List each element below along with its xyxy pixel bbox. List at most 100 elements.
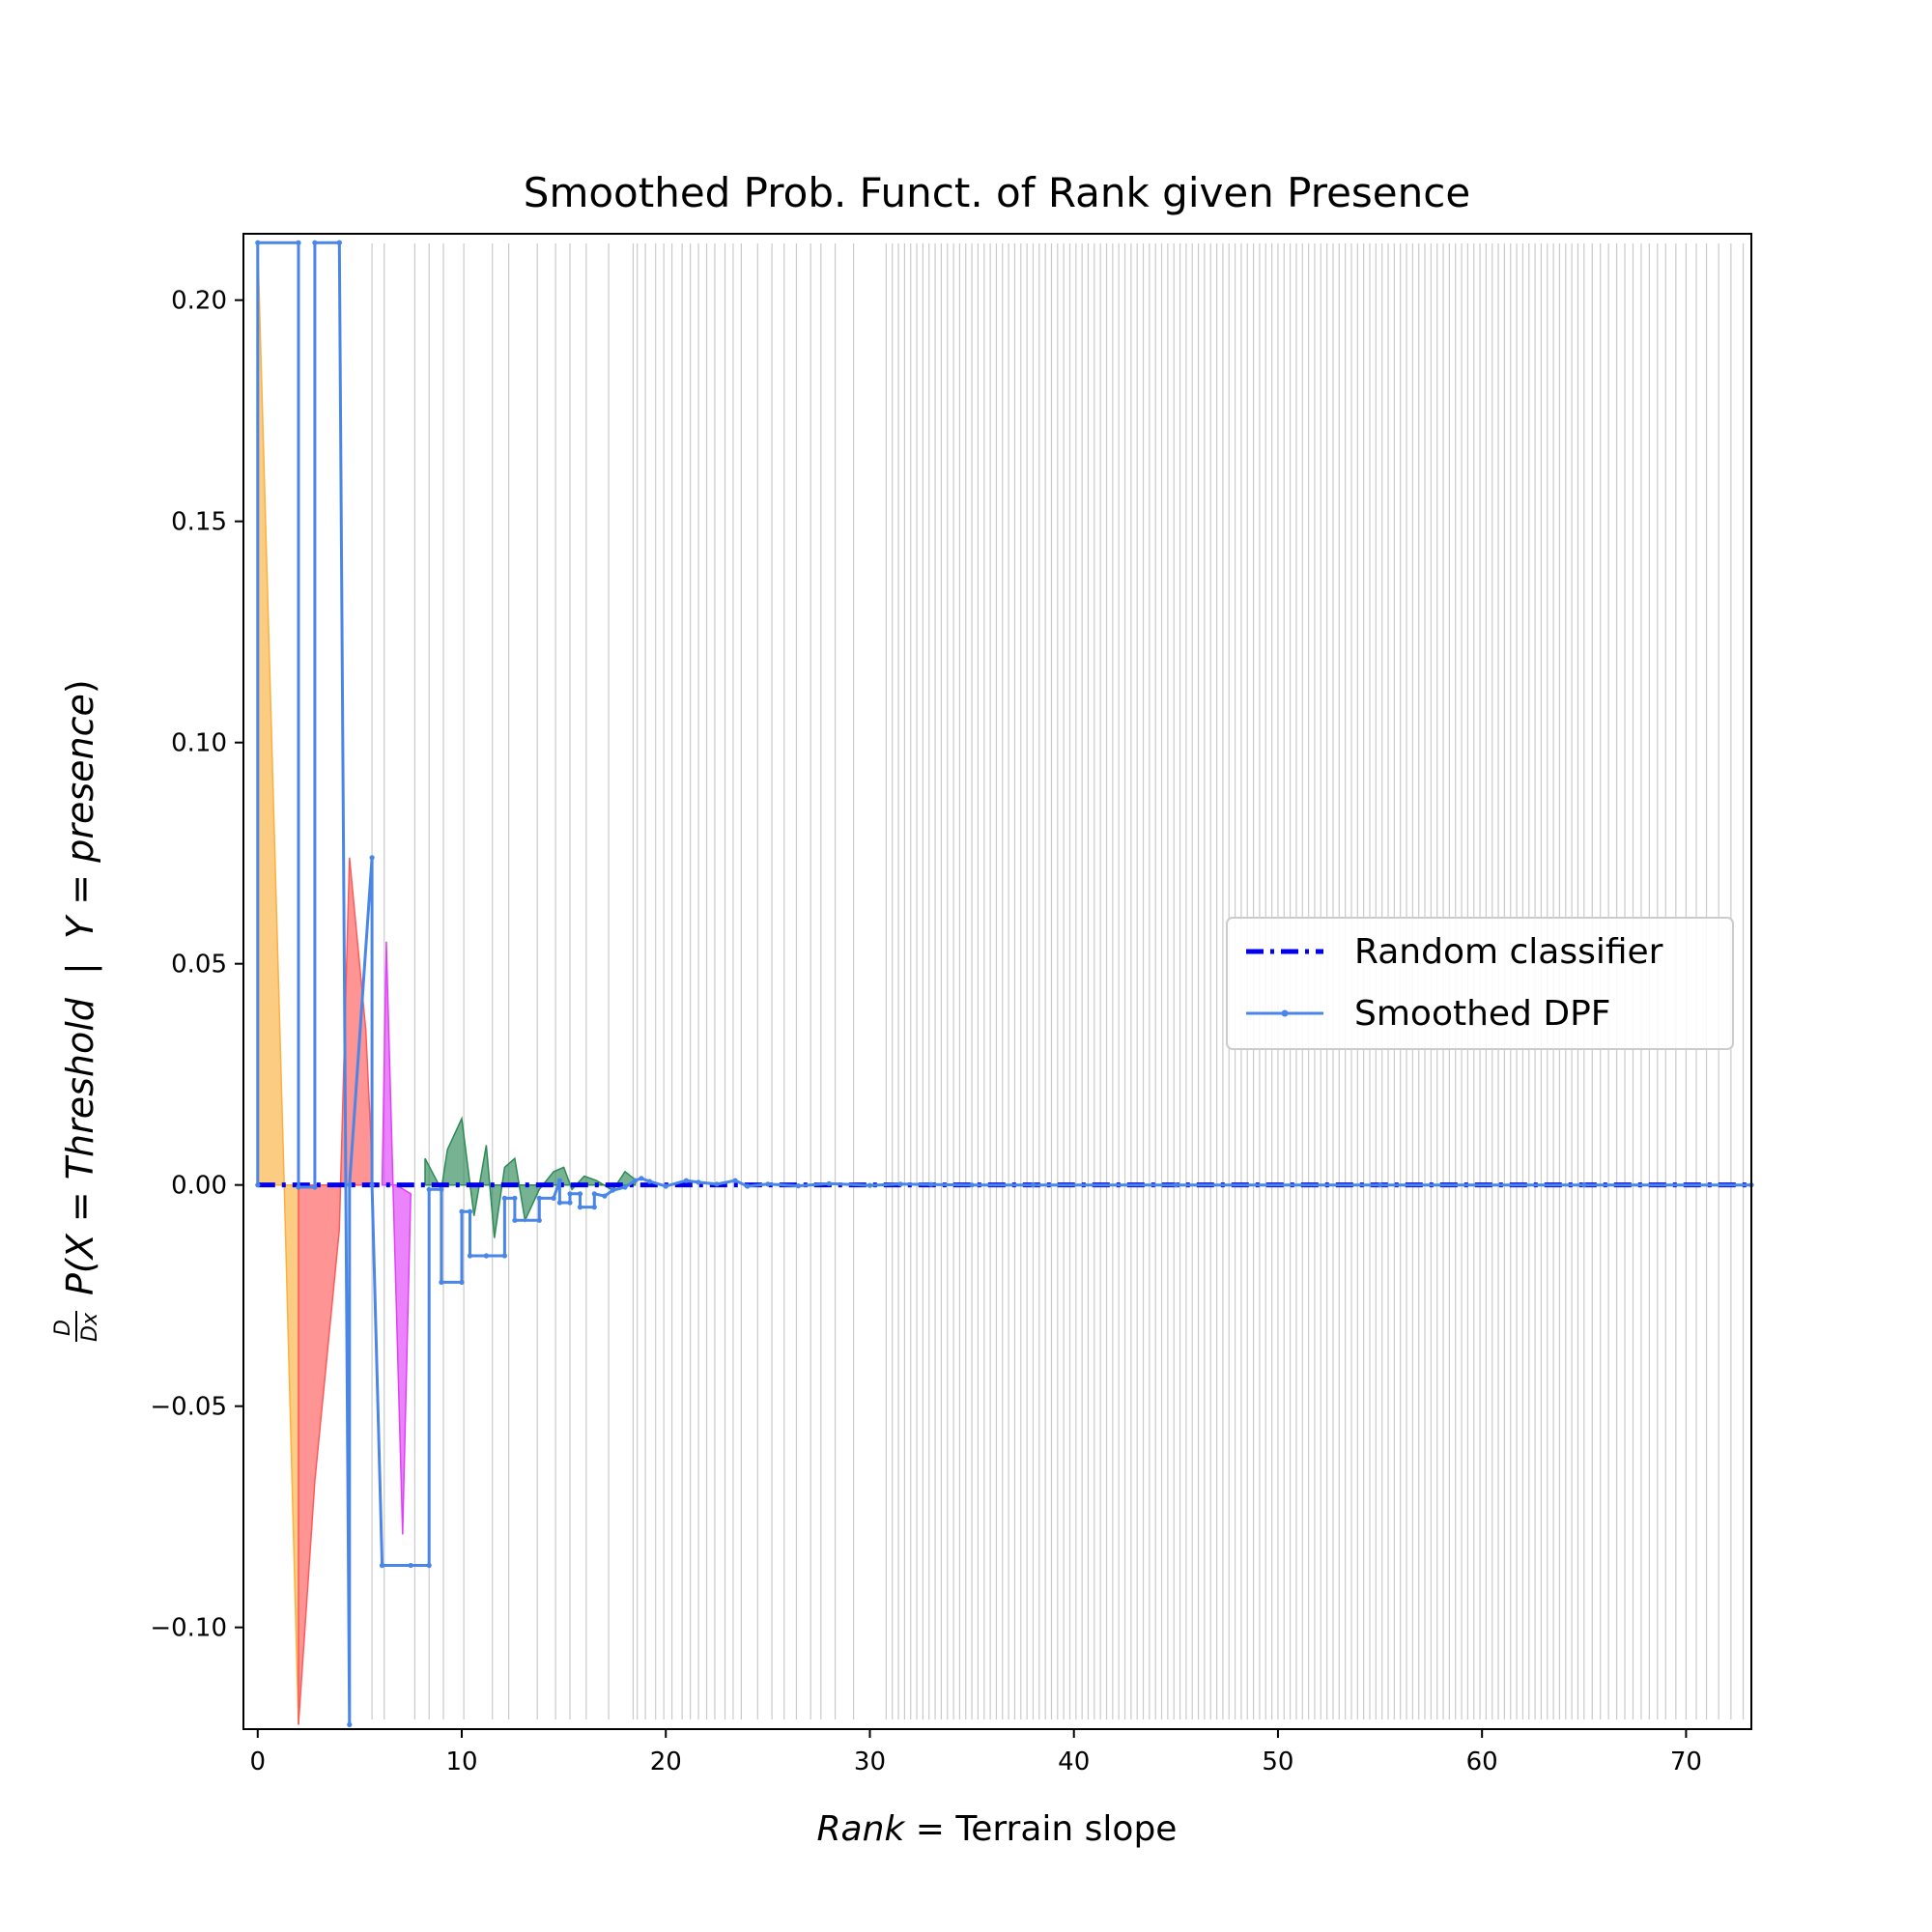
y-axis-label-expression: P(X = Threshold | Y = presence) bbox=[59, 679, 102, 1295]
legend-box bbox=[1226, 917, 1734, 1050]
legend: Random classifier Smoothed DPF bbox=[1226, 917, 1734, 1050]
smoothed-dpf-point-17 bbox=[439, 1186, 444, 1192]
x-axis: 0 10 20 30 40 50 60 70 bbox=[250, 1729, 1702, 1776]
legend-random-classifier-label: Random classifier bbox=[1354, 932, 1663, 972]
x-tick-label-30: 30 bbox=[854, 1747, 886, 1776]
y-axis-label-prefix: P(X = bbox=[59, 1179, 101, 1295]
y-tick-label-3: 0.05 bbox=[171, 951, 227, 980]
smoothed-dpf-point-13 bbox=[380, 1562, 385, 1569]
smoothed-dpf-point-51 bbox=[745, 1183, 751, 1189]
smoothed-dpf-point-45 bbox=[646, 1179, 653, 1184]
smoothed-dpf-point-46 bbox=[663, 1183, 668, 1189]
smoothed-dpf-point-56 bbox=[897, 1181, 903, 1187]
y-axis-label-threshold: Threshold bbox=[59, 997, 101, 1179]
smoothed-dpf-point-9 bbox=[347, 1182, 353, 1188]
y-tick-label-5: 0.15 bbox=[171, 508, 227, 537]
y-axis-label-separator: | bbox=[59, 939, 102, 998]
y-axis-label-y-part: Y = bbox=[59, 863, 101, 939]
smoothed-dpf-point-11 bbox=[369, 1182, 375, 1188]
x-tick-label-40: 40 bbox=[1058, 1747, 1090, 1776]
legend-smoothed-dpf-marker bbox=[1281, 1009, 1289, 1017]
smoothed-dpf-point-49 bbox=[714, 1181, 720, 1187]
legend-smoothed-dpf-label: Smoothed DPF bbox=[1354, 994, 1610, 1034]
smoothed-dpf-point-52 bbox=[765, 1181, 771, 1187]
y-tick-label-6: 0.20 bbox=[171, 287, 227, 316]
smoothed-dpf-point-3 bbox=[296, 1184, 301, 1190]
smoothed-dpf-point-27 bbox=[512, 1195, 518, 1201]
smoothed-dpf-point-50 bbox=[732, 1178, 738, 1183]
area-fills bbox=[257, 242, 637, 1725]
smoothed-dpf-point-34 bbox=[567, 1200, 573, 1206]
x-axis-label-italic: Rank bbox=[817, 1809, 907, 1849]
smoothed-dpf-point-62 bbox=[1581, 1182, 1587, 1188]
y-axis-label-fraction-denominator: Dx bbox=[78, 1312, 102, 1342]
smoothed-dpf-point-60 bbox=[1173, 1182, 1179, 1188]
area-fill-green bbox=[424, 1116, 637, 1238]
smoothed-dpf-point-7 bbox=[336, 240, 342, 245]
smoothed-dpf-point-59 bbox=[1030, 1182, 1037, 1188]
smoothed-dpf-point-53 bbox=[795, 1183, 802, 1189]
smoothed-dpf-point-40 bbox=[602, 1193, 608, 1199]
x-tick-label-60: 60 bbox=[1466, 1747, 1498, 1776]
smoothed-dpf-point-54 bbox=[826, 1180, 832, 1186]
smoothed-dpf-point-4 bbox=[312, 1184, 318, 1190]
smoothed-dpf-point-16 bbox=[426, 1186, 432, 1192]
smoothed-dpf-point-36 bbox=[577, 1191, 583, 1197]
smoothed-dpf-point-43 bbox=[633, 1178, 639, 1183]
x-axis-label-rest: = Terrain slope bbox=[904, 1809, 1177, 1849]
smoothed-dpf-point-21 bbox=[467, 1208, 473, 1214]
smoothed-dpf-point-47 bbox=[683, 1178, 690, 1183]
smoothed-dpf-point-37 bbox=[577, 1205, 583, 1210]
x-tick-label-0: 0 bbox=[250, 1747, 267, 1776]
y-axis: −0.10 −0.05 0.00 0.05 0.10 0.15 0.20 bbox=[150, 287, 243, 1643]
smoothed-dpf-point-30 bbox=[536, 1195, 542, 1201]
y-axis-label-close: ) bbox=[59, 679, 101, 694]
smoothed-dpf-point-0 bbox=[255, 1182, 261, 1188]
smoothed-dpf-point-5 bbox=[312, 240, 318, 245]
x-tick-label-10: 10 bbox=[445, 1747, 477, 1776]
smoothed-dpf-point-55 bbox=[867, 1182, 873, 1188]
smoothed-dpf-point-10 bbox=[369, 855, 375, 861]
y-axis-label-fraction-numerator: D bbox=[51, 1320, 75, 1336]
y-tick-label-2: 0.00 bbox=[171, 1172, 227, 1201]
chart-title: Smoothed Prob. Funct. of Rank given Pres… bbox=[524, 169, 1470, 216]
y-axis-label: D Dx P(X = Threshold | Y = presence) bbox=[51, 679, 102, 1342]
smoothed-dpf-point-61 bbox=[1378, 1182, 1383, 1188]
smoothed-dpf-point-22 bbox=[467, 1253, 473, 1259]
y-tick-label-1: −0.05 bbox=[150, 1393, 227, 1422]
smoothed-dpf-point-58 bbox=[969, 1182, 975, 1188]
smoothed-dpf-point-42 bbox=[622, 1184, 628, 1190]
smoothed-dpf-point-18 bbox=[439, 1279, 444, 1285]
smoothed-dpf-point-31 bbox=[551, 1195, 556, 1201]
smoothed-dpf-point-20 bbox=[459, 1208, 465, 1214]
smoothed-dpf-point-19 bbox=[459, 1279, 465, 1285]
area-fill-red bbox=[298, 857, 373, 1725]
smoothed-dpf-point-2 bbox=[296, 240, 301, 245]
smoothed-dpf-point-39 bbox=[591, 1191, 597, 1197]
x-tick-label-50: 50 bbox=[1262, 1747, 1293, 1776]
smoothed-dpf-point-15 bbox=[426, 1562, 432, 1569]
smoothed-dpf-point-38 bbox=[591, 1205, 597, 1210]
smoothed-dpf-point-35 bbox=[567, 1191, 573, 1197]
y-tick-label-4: 0.10 bbox=[171, 729, 227, 758]
x-axis-label: Rank = Terrain slope bbox=[817, 1809, 1178, 1849]
smoothed-dpf-point-41 bbox=[610, 1187, 615, 1193]
x-tick-label-20: 20 bbox=[650, 1747, 682, 1776]
plot-frame bbox=[242, 233, 1752, 1730]
y-axis-label-presence: presence bbox=[59, 694, 101, 864]
y-tick-label-0: −0.10 bbox=[150, 1614, 227, 1643]
smoothed-dpf-point-32 bbox=[556, 1178, 563, 1183]
smoothed-dpf-point-25 bbox=[501, 1253, 508, 1259]
smoothed-dpf-point-26 bbox=[501, 1195, 508, 1201]
area-fill-magenta bbox=[381, 941, 412, 1535]
smoothed-dpf-point-24 bbox=[483, 1253, 489, 1259]
smoothed-dpf-point-48 bbox=[696, 1179, 701, 1185]
smoothed-dpf-point-1 bbox=[255, 240, 261, 245]
smoothed-dpf-point-28 bbox=[512, 1217, 518, 1223]
smoothed-dpf-point-57 bbox=[928, 1181, 934, 1187]
smoothed-dpf-point-29 bbox=[536, 1217, 542, 1223]
smoothed-dpf-point-8 bbox=[347, 1721, 353, 1727]
x-tick-label-70: 70 bbox=[1670, 1747, 1702, 1776]
smoothed-dpf-point-33 bbox=[556, 1200, 563, 1206]
